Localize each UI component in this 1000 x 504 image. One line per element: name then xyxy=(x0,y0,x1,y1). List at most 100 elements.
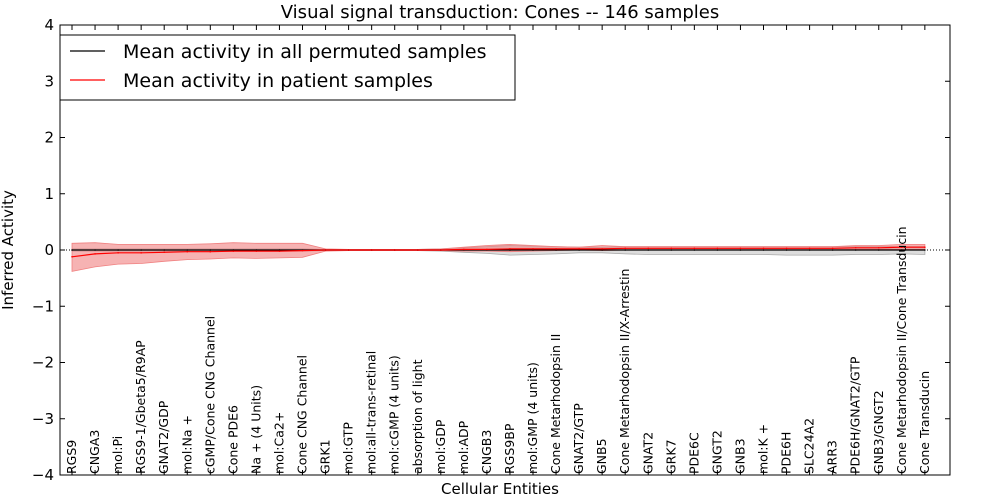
x-tick-label: mol:cGMP (4 units) xyxy=(387,355,402,474)
data-point xyxy=(808,249,811,251)
x-tick-label: CNGB3 xyxy=(479,430,494,474)
data-point xyxy=(624,249,626,251)
x-tick-label: mol:Ca2+ xyxy=(272,412,287,474)
data-point xyxy=(808,247,811,250)
data-point xyxy=(901,246,903,248)
x-tick-label: PDE6H xyxy=(779,432,794,474)
data-point xyxy=(901,249,903,251)
x-tick-label: GNB5 xyxy=(594,438,609,474)
data-point xyxy=(555,248,557,250)
data-point xyxy=(670,249,673,251)
data-point xyxy=(647,247,650,250)
bands-layer xyxy=(71,242,926,272)
data-point xyxy=(578,249,580,251)
data-point xyxy=(509,248,511,250)
data-point xyxy=(739,249,742,251)
y-tick-label: 2 xyxy=(44,129,54,147)
x-tick-label: Na + (4 Units) xyxy=(248,385,263,474)
data-point xyxy=(785,247,788,250)
y-tick-label: −4 xyxy=(32,466,54,484)
data-point xyxy=(94,253,96,255)
data-point xyxy=(232,249,235,251)
data-point xyxy=(785,249,788,251)
data-point xyxy=(854,249,857,251)
x-tick-label: cGMP/Cone CNG Channel xyxy=(202,316,217,474)
x-tick-label: mol:GMP (4 units) xyxy=(525,362,540,474)
data-point xyxy=(117,249,119,251)
x-tick-label: GNGT2 xyxy=(709,430,724,474)
data-point xyxy=(624,247,626,250)
x-axis: RGS9 CNGA3 mol:Pi RGS9-1/Gbeta5/R9AP GNAT2/G… xyxy=(64,25,932,475)
data-point xyxy=(509,249,511,251)
data-point xyxy=(232,250,235,252)
data-point xyxy=(486,248,488,251)
chart-title: Visual signal transduction: Cones -- 146… xyxy=(281,2,719,23)
data-point xyxy=(670,247,673,250)
data-point xyxy=(831,247,834,250)
y-tick-label: 4 xyxy=(44,16,54,34)
data-point xyxy=(877,246,880,249)
y-tick-label: 3 xyxy=(44,72,54,90)
x-tick-label: RGS9BP xyxy=(502,423,517,474)
y-tick-label: 1 xyxy=(44,185,54,203)
data-point xyxy=(140,252,142,254)
x-tick-label: RGS9-1/Gbeta5/R9AP xyxy=(133,340,148,474)
x-tick-label: PDE6H/GNAT2/GTP xyxy=(848,356,863,474)
y-axis-label: Inferred Activity xyxy=(0,190,17,310)
data-point xyxy=(370,249,373,251)
x-tick-label: SLC24A2 xyxy=(802,418,817,474)
data-point xyxy=(924,246,926,248)
data-point xyxy=(716,249,719,251)
data-point xyxy=(209,250,212,253)
x-tick-label: GNB3/GNGT2 xyxy=(871,390,886,474)
x-tick-label: mol:GDP xyxy=(433,419,448,474)
data-point xyxy=(924,249,926,251)
data-point xyxy=(140,249,142,251)
data-point xyxy=(831,249,834,251)
y-tick-label: −1 xyxy=(32,297,54,315)
x-tick-label: Cone Metarhodopsin II/Cone Transducin xyxy=(894,226,909,474)
data-point xyxy=(117,252,119,254)
x-tick-label: mol:Na + xyxy=(179,415,194,474)
data-point xyxy=(532,249,534,251)
data-point xyxy=(601,248,603,250)
legend-label-patient: Mean activity in patient samples xyxy=(123,70,433,92)
legend-label-permuted: Mean activity in all permuted samples xyxy=(123,41,486,63)
data-point xyxy=(186,250,189,253)
y-tick-label: 0 xyxy=(44,241,54,259)
data-point xyxy=(301,249,304,252)
data-point xyxy=(578,248,580,250)
x-tick-label: GNB3 xyxy=(733,438,748,474)
data-point xyxy=(601,249,603,251)
data-point xyxy=(440,249,442,251)
data-point xyxy=(71,255,73,258)
x-tick-label: GNAT2/GTP xyxy=(571,403,586,474)
x-tick-label: mol:Pi xyxy=(110,436,125,474)
data-point xyxy=(693,249,696,251)
data-point xyxy=(739,247,742,250)
legend: Mean activity in all permuted samples Me… xyxy=(59,34,516,101)
data-point xyxy=(416,249,419,251)
legend-box xyxy=(59,34,516,101)
data-point xyxy=(762,249,765,251)
data-point xyxy=(532,248,534,250)
data-point xyxy=(278,249,281,251)
data-point xyxy=(186,249,189,251)
x-tick-label: mol:GTP xyxy=(341,422,356,474)
y-axis: −4 −3 −2 −1 0 1 2 3 4 xyxy=(32,16,950,484)
data-point xyxy=(209,249,212,251)
band-series-1 xyxy=(71,242,926,272)
data-point xyxy=(255,249,258,251)
x-tick-label: Cone Metarhodopsin II xyxy=(548,334,563,474)
data-point xyxy=(393,249,396,251)
x-tick-label: GRK7 xyxy=(663,439,678,474)
data-point xyxy=(555,249,557,251)
data-point xyxy=(877,249,880,251)
x-axis-label: Cellular Entities xyxy=(441,480,559,498)
x-tick-label: Cone Transducin xyxy=(917,371,932,474)
x-tick-label: CNGA3 xyxy=(87,430,102,474)
data-point xyxy=(163,249,165,251)
data-point xyxy=(71,249,73,251)
x-tick-label: PDE6C xyxy=(686,432,701,474)
